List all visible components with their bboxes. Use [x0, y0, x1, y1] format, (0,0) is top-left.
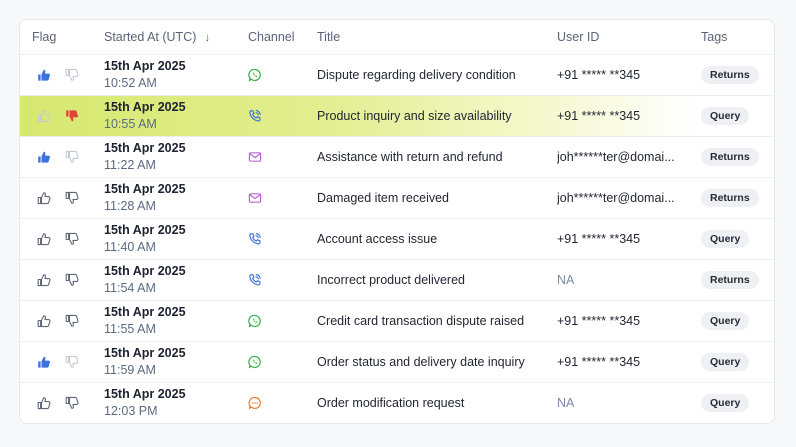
session-title[interactable]: Assistance with return and refund [317, 150, 503, 164]
chat-icon [248, 396, 262, 410]
table-row[interactable]: 15th Apr 2025 10:52 AM Dispute regarding d… [20, 55, 774, 96]
tag-badge[interactable]: Query [701, 394, 750, 412]
user-id: NA [557, 396, 575, 410]
session-date: 15th Apr 2025 [104, 59, 186, 73]
table-header: Flag Started At (UTC) ↓ Channel Title Use… [20, 20, 774, 55]
session-title[interactable]: Account access issue [317, 232, 438, 246]
thumbs-down-icon[interactable] [65, 109, 79, 123]
session-time: 11:28 AM [104, 199, 156, 213]
session-date: 15th Apr 2025 [104, 182, 186, 196]
session-title[interactable]: Order status and delivery date inquiry [317, 355, 525, 369]
thumbs-down-icon[interactable] [65, 273, 79, 287]
session-time: 11:59 AM [104, 363, 156, 377]
whatsapp-icon [248, 68, 262, 82]
column-header-started-at[interactable]: Started At (UTC) ↓ [104, 30, 210, 44]
tag-badge[interactable]: Query [701, 107, 750, 125]
user-id: +91 ***** **345 [557, 109, 641, 123]
tag-badge[interactable]: Query [701, 230, 750, 248]
user-id: joh******ter@domai... [557, 150, 675, 164]
thumbs-down-icon[interactable] [65, 68, 79, 82]
column-header-flag: Flag [32, 30, 57, 44]
thumbs-down-icon[interactable] [65, 314, 79, 328]
table-row[interactable]: 15th Apr 2025 11:54 AM Incorrect product d… [20, 260, 774, 301]
thumbs-up-icon[interactable] [37, 232, 51, 246]
session-date: 15th Apr 2025 [104, 100, 186, 114]
session-time: 11:40 AM [104, 240, 156, 254]
session-date: 15th Apr 2025 [104, 387, 186, 401]
thumbs-down-icon[interactable] [65, 150, 79, 164]
email-icon [248, 191, 262, 205]
session-time: 12:03 PM [104, 404, 158, 418]
table-row[interactable]: 15th Apr 2025 11:59 AM Order status and de… [20, 342, 774, 383]
table-row[interactable]: 15th Apr 2025 11:55 AM Credit card transac… [20, 301, 774, 342]
user-id: +91 ***** **345 [557, 68, 641, 82]
phone-icon [248, 232, 262, 246]
thumbs-down-icon[interactable] [65, 232, 79, 246]
session-date: 15th Apr 2025 [104, 264, 186, 278]
tag-badge[interactable]: Query [701, 312, 750, 330]
phone-icon [248, 273, 262, 287]
thumbs-up-icon[interactable] [37, 273, 51, 287]
tag-badge[interactable]: Query [701, 353, 750, 371]
user-id: +91 ***** **345 [557, 314, 641, 328]
session-title[interactable]: Credit card transaction dispute raised [317, 314, 525, 328]
session-date: 15th Apr 2025 [104, 223, 186, 237]
thumbs-up-icon[interactable] [37, 355, 51, 369]
thumbs-up-icon[interactable] [37, 109, 51, 123]
thumbs-up-icon[interactable] [37, 68, 51, 82]
session-date: 15th Apr 2025 [104, 141, 186, 155]
session-title[interactable]: Dispute regarding delivery condition [317, 68, 516, 82]
session-date: 15th Apr 2025 [104, 346, 186, 360]
arrow-down-icon[interactable]: ↓ [204, 30, 211, 44]
table-row[interactable]: 15th Apr 2025 11:28 AM Damaged item receiv… [20, 178, 774, 219]
session-time: 10:52 AM [104, 76, 157, 90]
thumbs-up-icon[interactable] [37, 396, 51, 410]
thumbs-down-icon[interactable] [65, 396, 79, 410]
session-title[interactable]: Incorrect product delivered [317, 273, 465, 287]
thumbs-up-icon[interactable] [37, 150, 51, 164]
column-header-user-id: User ID [557, 30, 600, 44]
user-id: joh******ter@domai... [557, 191, 675, 205]
session-time: 11:54 AM [104, 281, 156, 295]
column-header-title: Title [317, 30, 341, 44]
session-time: 10:55 AM [104, 117, 157, 131]
tag-badge[interactable]: Returns [701, 66, 759, 84]
whatsapp-icon [248, 355, 262, 369]
user-id: +91 ***** **345 [557, 355, 641, 369]
table-row[interactable]: 15th Apr 2025 11:40 AM Account access issu… [20, 219, 774, 260]
user-id: NA [557, 273, 575, 287]
column-header-started-at-label: Started At (UTC) [104, 30, 197, 44]
session-title[interactable]: Order modification request [317, 396, 465, 410]
session-time: 11:55 AM [104, 322, 156, 336]
table-row[interactable]: 15th Apr 2025 11:22 AM Assistance with ret… [20, 137, 774, 178]
thumbs-down-icon[interactable] [65, 191, 79, 205]
sessions-table: Flag Started At (UTC) ↓ Channel Title Use… [19, 19, 775, 424]
tag-badge[interactable]: Returns [701, 148, 759, 166]
session-title[interactable]: Product inquiry and size availability [317, 109, 512, 123]
thumbs-up-icon[interactable] [37, 314, 51, 328]
phone-icon [248, 109, 262, 123]
whatsapp-icon [248, 314, 262, 328]
table-row[interactable]: 15th Apr 2025 10:55 AM Product inquiry and… [20, 96, 774, 137]
tag-badge[interactable]: Returns [701, 271, 759, 289]
thumbs-up-icon[interactable] [37, 191, 51, 205]
column-header-tags: Tags [701, 30, 728, 44]
email-icon [248, 150, 262, 164]
column-header-channel: Channel [248, 30, 295, 44]
session-date: 15th Apr 2025 [104, 305, 186, 319]
session-title[interactable]: Damaged item received [317, 191, 450, 205]
tag-badge[interactable]: Returns [701, 189, 759, 207]
table-row[interactable]: 15th Apr 2025 12:03 PM Order modification … [20, 383, 774, 423]
session-time: 11:22 AM [104, 158, 156, 172]
thumbs-down-icon[interactable] [65, 355, 79, 369]
user-id: +91 ***** **345 [557, 232, 641, 246]
